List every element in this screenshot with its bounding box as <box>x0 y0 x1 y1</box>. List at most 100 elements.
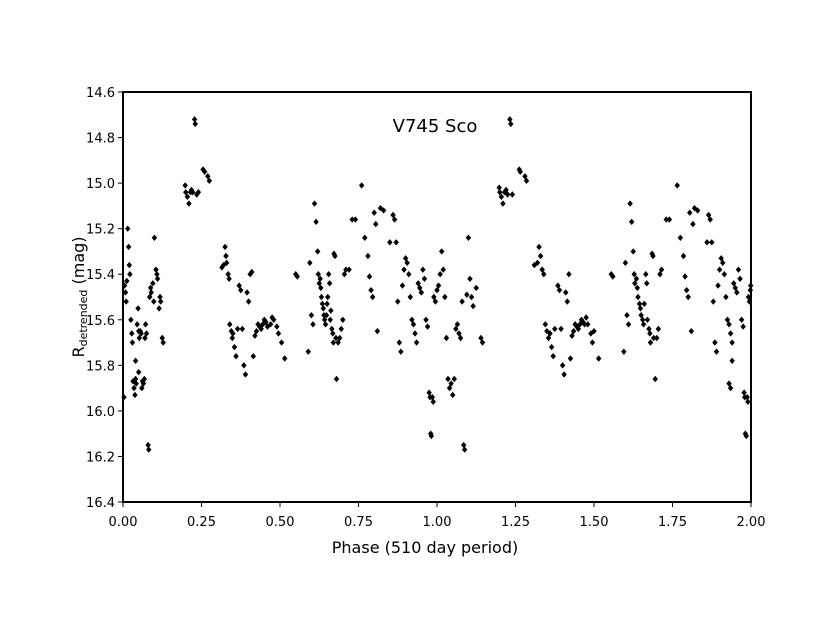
data-point <box>223 259 230 267</box>
data-point <box>497 189 503 196</box>
data-point <box>566 271 572 278</box>
data-point <box>313 218 319 226</box>
data-point <box>523 177 530 185</box>
data-point <box>402 255 409 262</box>
data-point <box>567 355 574 362</box>
data-point <box>718 255 724 262</box>
data-point <box>421 275 428 282</box>
data-point <box>157 293 163 301</box>
data-point <box>647 330 653 337</box>
data-point <box>336 334 343 342</box>
data-point <box>428 432 435 440</box>
data-point <box>561 371 567 378</box>
data-point <box>307 259 313 267</box>
data-point <box>682 273 688 280</box>
data-point <box>688 327 695 335</box>
data-point <box>747 286 754 294</box>
data-point <box>333 375 340 383</box>
data-point <box>443 334 450 342</box>
data-point <box>432 298 439 305</box>
data-point <box>588 330 594 337</box>
y-tick-label: 15.2 <box>86 223 115 238</box>
y-tick-label: 16.2 <box>86 450 115 465</box>
data-point <box>496 184 502 191</box>
y-tick-label: 16.4 <box>86 496 115 511</box>
data-point <box>146 446 152 453</box>
data-point <box>570 327 577 335</box>
data-point <box>635 293 641 301</box>
data-point <box>558 325 564 333</box>
data-point <box>564 298 571 305</box>
data-point <box>547 330 553 337</box>
data-point <box>507 116 513 123</box>
data-point <box>712 339 718 346</box>
data-point <box>630 248 636 255</box>
data-point <box>575 325 582 333</box>
data-point <box>239 325 246 333</box>
data-point <box>413 339 420 346</box>
data-point <box>275 330 282 337</box>
data-point <box>141 375 148 383</box>
data-point <box>401 266 407 273</box>
data-point <box>687 209 693 216</box>
data-point <box>151 234 158 241</box>
y-tick-label: 16.0 <box>86 405 115 420</box>
data-point <box>368 286 374 294</box>
data-point <box>328 307 334 314</box>
data-point <box>305 348 311 355</box>
data-point <box>517 168 523 175</box>
x-tick-label: 0.50 <box>266 515 295 530</box>
data-point <box>406 271 412 278</box>
data-point <box>713 348 720 355</box>
data-point <box>646 325 652 333</box>
data-point <box>459 298 465 305</box>
data-point <box>323 312 330 319</box>
data-point <box>260 321 266 328</box>
data-point <box>680 252 687 260</box>
data-point <box>683 286 690 294</box>
x-tick-label: 1.25 <box>501 515 530 530</box>
data-point <box>410 321 417 328</box>
data-point <box>740 323 746 330</box>
data-point <box>451 375 457 383</box>
data-point <box>585 321 591 328</box>
data-point <box>255 321 261 328</box>
data-point <box>640 321 647 328</box>
data-point <box>440 266 446 273</box>
data-point <box>343 266 349 273</box>
data-point <box>461 446 468 453</box>
data-point <box>127 271 133 278</box>
data-point <box>591 327 597 335</box>
data-point <box>319 300 326 308</box>
data-point <box>374 327 381 335</box>
data-point <box>574 323 580 330</box>
data-point <box>143 330 150 337</box>
data-point <box>238 286 244 294</box>
data-point <box>690 220 696 228</box>
data-point <box>274 323 280 330</box>
data-point <box>470 302 476 310</box>
data-point <box>677 234 684 241</box>
data-point <box>404 259 410 267</box>
data-point <box>691 204 698 212</box>
data-point <box>145 441 151 449</box>
data-point <box>122 289 129 296</box>
data-point <box>541 271 547 278</box>
data-point <box>142 321 149 328</box>
data-point <box>393 239 399 246</box>
data-point <box>583 314 589 321</box>
data-point <box>731 280 737 287</box>
data-point <box>126 261 132 269</box>
data-point <box>621 348 627 355</box>
data-point <box>654 334 660 342</box>
data-point <box>230 330 236 337</box>
data-point <box>121 282 128 289</box>
data-point <box>326 280 333 287</box>
data-point <box>310 321 316 328</box>
data-point <box>556 286 563 294</box>
data-point <box>234 325 241 333</box>
data-point <box>377 204 384 212</box>
data-point <box>352 216 359 223</box>
data-point <box>610 273 616 280</box>
data-point <box>308 312 315 319</box>
